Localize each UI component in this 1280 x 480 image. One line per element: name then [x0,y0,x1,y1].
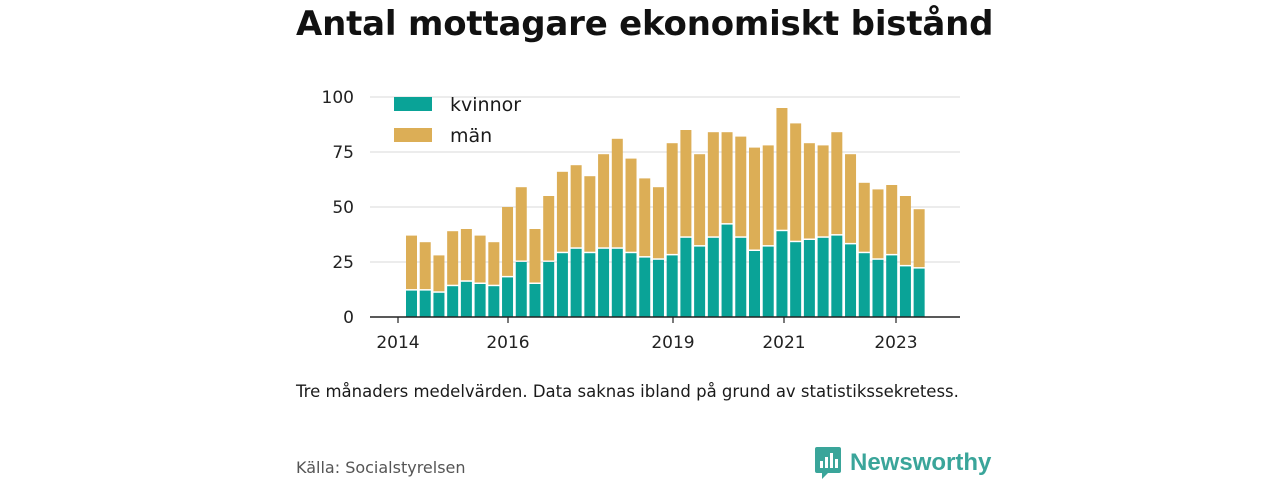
bar-man [488,242,500,285]
chart-note: Tre månaders medelvärden. Data saknas ib… [296,382,959,401]
x-tick-label: 2023 [874,333,917,353]
bar-kvinnor [913,268,925,317]
bar-kvinnor [625,253,637,317]
bar-man [543,196,555,261]
bar-kvinnor [406,290,417,317]
bar-kvinnor [515,262,527,317]
bar-kvinnor [447,286,459,317]
bar-man [570,165,582,248]
bar-man [529,229,541,283]
legend-label: kvinnor [450,94,521,116]
bar-kvinnor [749,251,760,317]
chart-title: Antal mottagare ekonomiskt bistånd [296,4,994,44]
bar-man [749,147,760,250]
bar-kvinnor [529,284,541,317]
bar-man [625,158,637,252]
bar-man [707,132,719,237]
bar-man [694,154,706,246]
bar-man [817,145,829,237]
y-tick-label: 100 [322,88,354,108]
bar-kvinnor [845,244,857,317]
bar-kvinnor [803,240,815,317]
bar-kvinnor [502,277,514,317]
bar-man [447,231,459,285]
bar-man [598,154,610,248]
bar-kvinnor [872,259,884,317]
bar-man [762,145,774,246]
bar-man [611,138,623,248]
x-tick-label: 2019 [651,333,694,353]
bar-man [803,143,815,239]
bar-man [831,132,843,235]
bar-man [502,207,514,276]
brand-name: Newsworthy [850,449,992,476]
bar-man [680,130,692,237]
bar-man [460,229,472,281]
bar-man [790,123,802,241]
legend-label: män [450,125,492,147]
bar-man [845,154,857,243]
bar-man [419,242,431,290]
bar-man [858,182,870,252]
source-label: Källa: Socialstyrelsen [296,458,466,477]
bar-kvinnor [639,257,651,317]
bar-kvinnor [584,253,596,317]
bar-man [735,136,747,237]
bar-man [584,176,596,252]
bar-kvinnor [488,286,500,317]
bar-kvinnor [694,246,706,317]
y-tick-label: 0 [343,308,354,328]
bar-man [666,143,678,254]
bar-kvinnor [790,242,802,317]
bar-man [474,235,486,283]
y-tick-label: 50 [332,198,354,218]
bar-kvinnor [776,231,788,317]
bar-kvinnor [543,262,555,317]
bar-man [913,209,925,268]
bar-man [515,187,527,261]
bar-kvinnor [831,235,843,317]
y-tick-label: 75 [332,143,354,163]
bar-man [406,235,417,290]
legend-swatch [394,128,432,142]
bar-man [721,132,733,224]
y-tick-label: 25 [332,253,354,273]
bar-man [652,187,664,259]
bar-man [776,108,788,230]
bar-kvinnor [474,284,486,317]
newsworthy-logo-icon [815,447,841,479]
bar-kvinnor [598,248,610,317]
bar-man [899,196,911,265]
bar-kvinnor [680,237,692,317]
bar-kvinnor [460,281,472,317]
bar-kvinnor [419,290,431,317]
bar-kvinnor [611,248,623,317]
bar-kvinnor [886,255,898,317]
bar-kvinnor [858,253,870,317]
bar-kvinnor [817,237,829,317]
bar-kvinnor [899,266,911,317]
bar-kvinnor [433,292,445,317]
bar-kvinnor [762,246,774,317]
bar-kvinnor [666,255,678,317]
x-tick-label: 2021 [762,333,805,353]
bar-man [639,178,651,257]
x-tick-label: 2014 [376,333,419,353]
bar-kvinnor [556,253,568,317]
bar-man [886,185,898,254]
bar-man [872,189,884,259]
newsworthy-brand[interactable]: Newsworthy [814,446,991,480]
bar-kvinnor [570,248,582,317]
bar-man [556,171,568,252]
x-tick-label: 2016 [486,333,529,353]
bar-kvinnor [652,259,664,317]
bar-man [433,255,445,292]
legend-swatch [394,97,432,111]
bar-kvinnor [735,237,747,317]
bar-kvinnor [721,224,733,317]
bar-kvinnor [707,237,719,317]
